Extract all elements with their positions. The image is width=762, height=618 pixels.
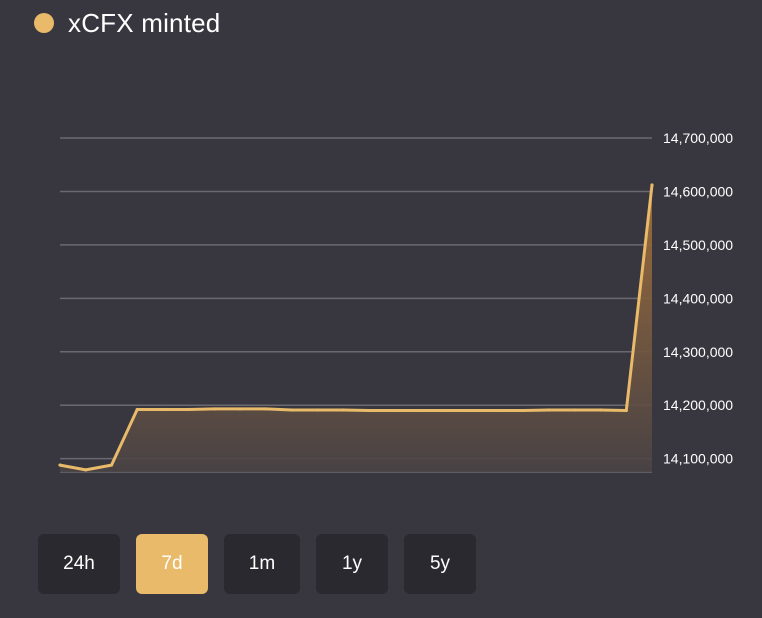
legend-dot xyxy=(34,13,54,33)
data-point[interactable] xyxy=(598,408,603,412)
data-point[interactable] xyxy=(367,408,371,413)
legend: xCFX minted xyxy=(34,8,220,38)
area-chart: 14,100,000 14,200,000 14,300,000 14,400,000… xyxy=(58,130,733,473)
data-point[interactable] xyxy=(315,408,319,412)
data-point[interactable] xyxy=(187,407,191,412)
y-tick-label: 14,600,000 xyxy=(663,183,733,199)
data-point[interactable] xyxy=(521,408,525,413)
y-tick-label: 14,100,000 xyxy=(663,451,733,467)
series-area xyxy=(60,185,652,472)
y-tick-label: 14,300,000 xyxy=(663,344,733,360)
y-tick-label: 14,500,000 xyxy=(663,237,733,253)
data-point[interactable] xyxy=(341,408,345,412)
data-point[interactable] xyxy=(212,407,217,411)
data-point[interactable] xyxy=(109,463,114,467)
range-button-1m[interactable]: 1m xyxy=(224,534,300,594)
y-tick-label: 14,700,000 xyxy=(663,130,733,146)
data-point[interactable] xyxy=(624,408,628,413)
time-range-selector: 24h 7d 1m 1y 5y xyxy=(38,534,476,594)
data-point[interactable] xyxy=(393,408,397,413)
data-point[interactable] xyxy=(418,408,422,413)
data-point[interactable] xyxy=(573,408,577,412)
range-button-7d[interactable]: 7d xyxy=(136,534,208,594)
data-point[interactable] xyxy=(238,407,242,411)
data-point[interactable] xyxy=(290,408,294,412)
range-button-5y[interactable]: 5y xyxy=(404,534,476,594)
series-line xyxy=(59,184,654,472)
series-area-fill xyxy=(60,185,652,472)
data-point[interactable] xyxy=(161,407,165,412)
y-axis-ticks: 14,100,000 14,200,000 14,300,000 14,400,000… xyxy=(663,130,733,467)
data-point[interactable] xyxy=(135,407,139,412)
legend-label: xCFX minted xyxy=(68,7,221,38)
series-line-group xyxy=(58,183,654,472)
data-point[interactable] xyxy=(58,463,62,467)
data-point[interactable] xyxy=(547,408,551,412)
data-point[interactable] xyxy=(470,408,474,413)
data-point[interactable] xyxy=(84,468,88,472)
y-tick-label: 14,400,000 xyxy=(663,290,733,306)
data-point[interactable] xyxy=(444,408,448,413)
y-tick-label: 14,200,000 xyxy=(663,397,733,413)
data-point[interactable] xyxy=(264,407,268,411)
range-button-1y[interactable]: 1y xyxy=(316,534,388,594)
data-point[interactable] xyxy=(495,408,500,413)
range-button-24h[interactable]: 24h xyxy=(38,534,120,594)
data-point[interactable] xyxy=(650,183,654,187)
